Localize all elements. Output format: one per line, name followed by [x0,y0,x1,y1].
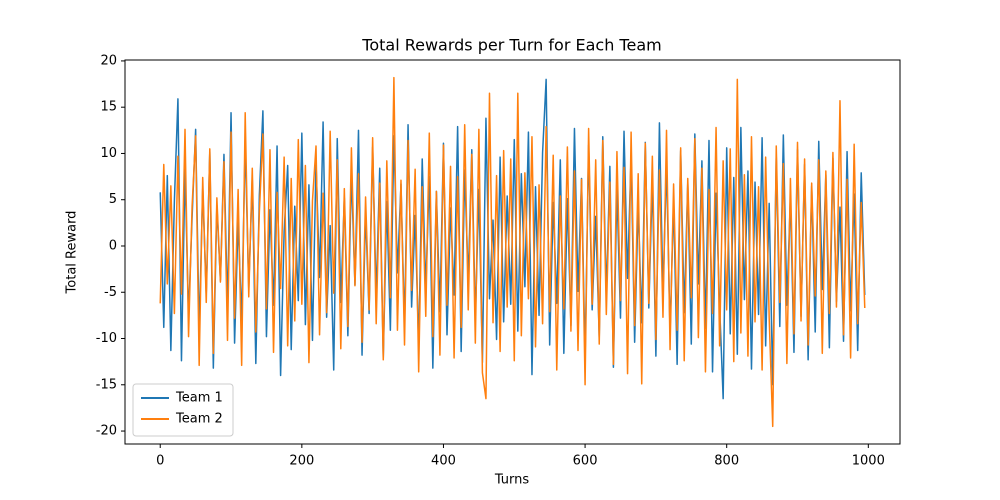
y-axis-label: Total Reward [65,211,80,295]
x-tick-label: 600 [573,454,598,469]
chart-title: Total Rewards per Turn for Each Team [361,36,661,55]
y-tick-label: 15 [100,100,117,115]
y-tick-label: 10 [100,146,117,161]
y-tick-label: -20 [96,424,117,439]
y-tick-label: -10 [96,331,117,346]
plot-frame [124,59,901,445]
y-tick-label: 5 [109,192,117,207]
series-line [159,76,866,428]
y-tick-label: 0 [109,238,117,253]
y-tick-label: -5 [104,285,117,300]
x-tick-label: 200 [289,454,314,469]
x-tick-label: 0 [156,454,164,469]
x-tick-label: 400 [431,454,456,469]
x-tick-label: 800 [714,454,739,469]
x-axis-label: Turns [494,473,530,488]
y-tick-label: -15 [96,377,117,392]
y-tick-label: 20 [100,53,117,68]
legend-label: Team 1 [175,391,223,406]
x-tick-label: 1000 [852,454,885,469]
legend-label: Team 2 [175,412,223,427]
